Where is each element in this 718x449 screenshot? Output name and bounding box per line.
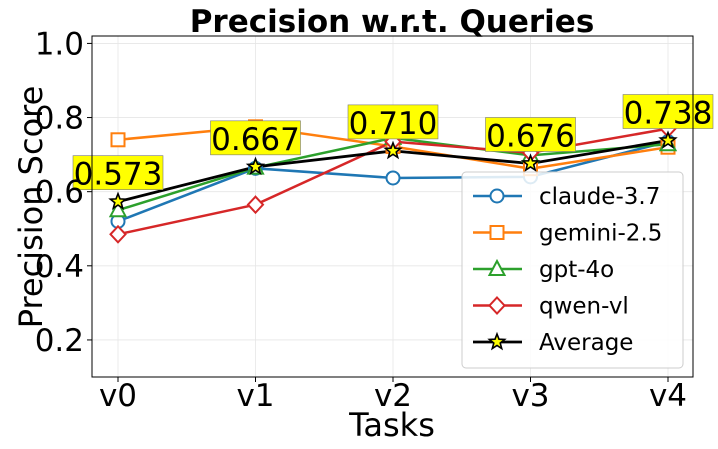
legend: claude-3.7 gemini-2.5 gpt-4o qwen-vl Average: [461, 171, 684, 369]
point-qwen-vl: [246, 195, 265, 215]
legend-item-qwen-vl: qwen-vl: [473, 294, 629, 320]
legend-marker: [487, 331, 507, 351]
legend-item-average: Average: [473, 330, 633, 356]
data-label-box: [210, 120, 301, 156]
legend-label: claude-3.7: [539, 184, 660, 210]
y-tick-label: 0.2: [35, 323, 84, 359]
x-axis-label: Tasks: [348, 406, 435, 444]
x-tick-label: v1: [236, 378, 274, 414]
point-average: [383, 140, 403, 160]
x-axis-ticks: v0 v1 v2 v3 v4: [99, 377, 687, 414]
data-label-box: [485, 117, 576, 152]
y-tick-label: 0.6: [35, 175, 84, 211]
data-label: 0.573: [72, 155, 164, 193]
data-label-text: 0.710: [349, 106, 438, 142]
data-label-box: [347, 104, 439, 140]
legend-box: [461, 171, 684, 369]
data-label-box: [622, 94, 714, 129]
chart-title: Precision w.r.t. Queries: [190, 4, 595, 40]
point-qwen-vl: [109, 224, 127, 244]
x-tick-label: v2: [374, 378, 412, 414]
data-label: 0.676: [485, 117, 576, 155]
x-tick-label: v0: [99, 378, 137, 414]
data-labels: 0.573 0.667 0.710 0.676 0.738: [72, 94, 714, 193]
legend-item-gpt-4o: gpt-4o: [473, 257, 614, 283]
point-average: [658, 130, 678, 149]
legend-label: qwen-vl: [539, 294, 629, 320]
point-claude-3-7: [385, 170, 401, 186]
legend-marker: [489, 225, 505, 240]
point-gpt-4o: [108, 200, 128, 218]
legend-item-claude-3-7: claude-3.7: [473, 184, 660, 210]
legend-label: gemini-2.5: [539, 221, 662, 247]
point-average: [520, 153, 541, 172]
point-gemini-2-5: [110, 132, 126, 148]
legend-item-gemini-2-5: gemini-2.5: [473, 221, 662, 247]
data-label-box: [72, 155, 164, 190]
data-label-text: 0.667: [211, 122, 300, 158]
data-label: 0.710: [347, 104, 439, 142]
data-label-text: 0.573: [74, 157, 163, 193]
x-tick-label: v4: [649, 378, 687, 414]
legend-label: gpt-4o: [539, 257, 614, 283]
legend-label: Average: [539, 330, 633, 356]
x-tick-label: v3: [511, 378, 549, 414]
y-tick-label: 0.8: [35, 101, 84, 137]
legend-marker: [488, 296, 506, 315]
point-average: [245, 156, 266, 176]
data-label: 0.667: [210, 120, 301, 158]
data-label: 0.738: [622, 94, 714, 132]
point-average: [108, 191, 128, 211]
y-tick-label: 0.4: [35, 249, 84, 285]
legend-marker: [489, 188, 505, 204]
y-axis-ticks: 0.2 0.4 0.6 0.8 1.0: [35, 26, 92, 359]
data-label-text: 0.738: [624, 96, 713, 132]
data-label-text: 0.676: [486, 119, 575, 155]
legend-marker: [487, 258, 507, 276]
y-axis-label: Precision Score: [12, 86, 50, 329]
y-tick-label: 1.0: [35, 26, 84, 62]
